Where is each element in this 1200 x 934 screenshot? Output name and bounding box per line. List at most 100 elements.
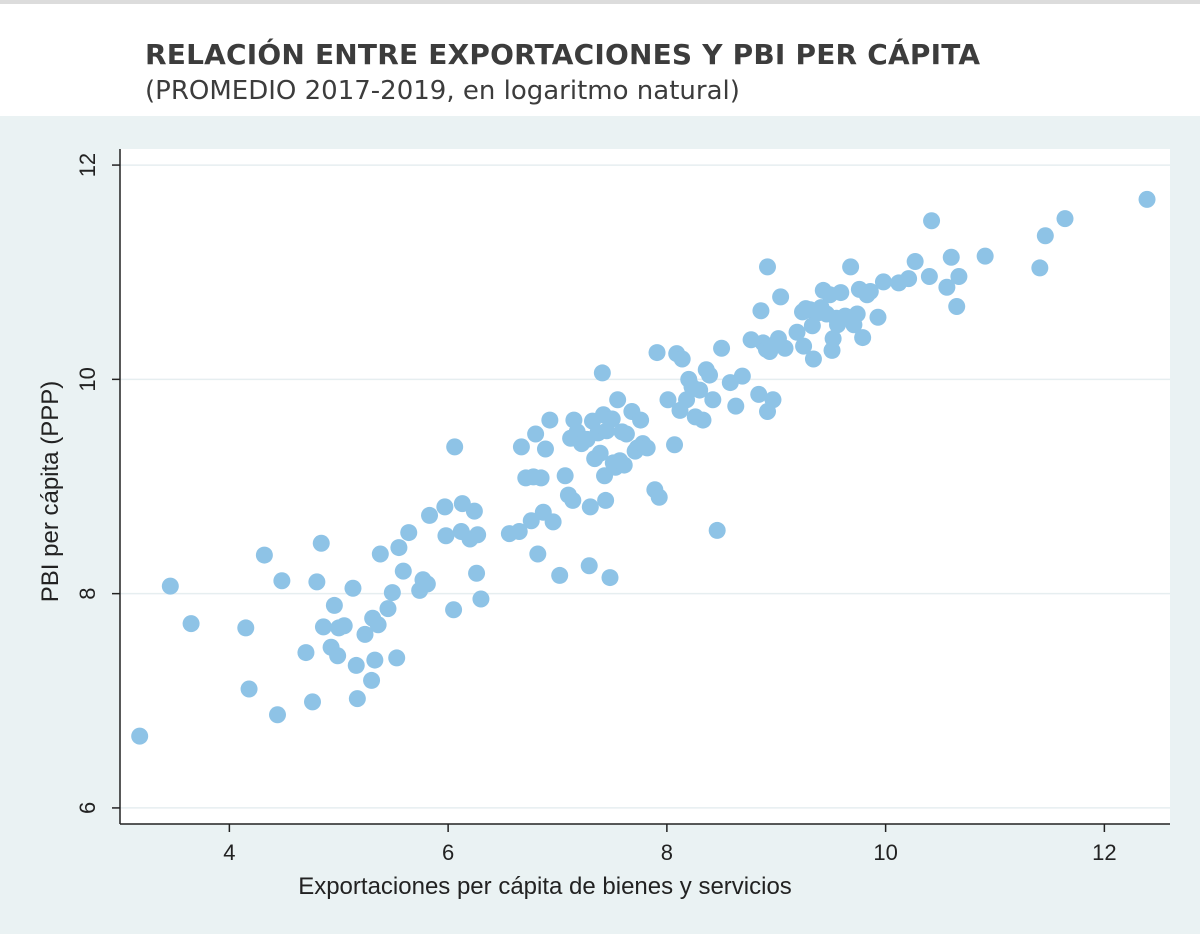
data-point [312, 534, 330, 552]
data-point [750, 385, 768, 403]
data-point [824, 330, 842, 348]
data-point [329, 647, 347, 665]
data-point [468, 564, 486, 582]
data-point [472, 590, 490, 608]
data-point [648, 344, 666, 362]
data-point [344, 579, 362, 597]
data-point [759, 258, 776, 276]
data-point [369, 616, 387, 634]
data-point [379, 600, 397, 618]
data-point [522, 512, 540, 530]
data-point [795, 337, 813, 355]
data-point [308, 573, 326, 591]
data-point [920, 268, 938, 285]
data-point [776, 339, 794, 357]
data-point [591, 444, 609, 462]
data-point [564, 491, 582, 509]
data-points [131, 190, 1156, 745]
data-point [536, 440, 554, 458]
data-point [601, 569, 619, 587]
data-point [581, 498, 599, 516]
data-point [394, 562, 412, 580]
data-point [445, 601, 463, 619]
data-point [803, 317, 821, 335]
data-point [436, 498, 454, 516]
data-point [638, 439, 656, 457]
x-tick-label: 12 [1092, 840, 1116, 865]
data-point [529, 545, 547, 563]
chart-panel: 4 6 8 10 12 6 8 10 12 Exportaciones per cápita … [0, 116, 1200, 934]
data-point [1138, 190, 1156, 208]
data-point [161, 577, 179, 595]
data-point [597, 491, 615, 509]
data-point [363, 671, 381, 689]
data-point [325, 596, 343, 614]
data-point [348, 690, 366, 708]
data-point [842, 258, 860, 276]
data-point [659, 391, 677, 409]
data-point [772, 288, 790, 306]
y-axis-title: PBI per cápita (PPP) [37, 381, 64, 602]
data-point [804, 350, 822, 368]
data-point [708, 521, 726, 539]
data-point [544, 513, 562, 531]
data-point [900, 270, 918, 288]
data-point [383, 584, 401, 602]
data-point [906, 253, 924, 270]
data-point [761, 343, 779, 360]
data-point [237, 619, 255, 637]
data-point [510, 523, 528, 540]
data-point [371, 545, 389, 563]
data-point [609, 391, 627, 409]
data-point [617, 425, 635, 443]
data-point [694, 411, 712, 429]
plot-area [120, 149, 1170, 824]
data-point [678, 391, 696, 409]
data-point [255, 546, 273, 564]
data-point [446, 438, 464, 456]
data-point [269, 706, 286, 724]
chart-title: RELACIÓN ENTRE EXPORTACIONES Y PBI PER C… [145, 38, 981, 71]
data-point [861, 283, 879, 300]
y-tick-label: 6 [75, 802, 100, 814]
data-point [304, 693, 321, 711]
data-point [854, 329, 872, 347]
data-point [603, 410, 621, 428]
y-tick-label: 8 [75, 588, 100, 600]
data-point [713, 339, 731, 357]
data-point [1031, 259, 1049, 277]
top-rule [0, 0, 1200, 4]
data-point [512, 438, 530, 456]
chart-subtitle: (PROMEDIO 2017-2019, en logaritmo natura… [145, 76, 740, 106]
data-point [727, 397, 745, 415]
data-point [752, 302, 770, 320]
x-tick-label: 8 [661, 840, 673, 865]
data-point [666, 436, 684, 454]
data-point [240, 680, 258, 698]
data-point [788, 323, 806, 341]
data-point [938, 278, 956, 296]
data-point [388, 649, 406, 667]
data-point [632, 411, 650, 429]
data-point [580, 557, 598, 575]
title-block: RELACIÓN ENTRE EXPORTACIONES Y PBI PER C… [145, 36, 1145, 108]
x-tick-label: 10 [873, 840, 897, 865]
data-point [356, 625, 374, 643]
data-point [1056, 210, 1074, 228]
data-point [950, 268, 968, 285]
data-point [1036, 227, 1054, 245]
x-ticks: 4 6 8 10 12 [223, 824, 1117, 865]
y-tick-label: 10 [75, 367, 100, 391]
data-point [764, 391, 782, 409]
data-point [733, 367, 751, 385]
data-point [691, 381, 709, 399]
data-point [874, 273, 892, 291]
data-point [832, 284, 850, 302]
data-point [347, 656, 365, 674]
data-point [437, 527, 455, 545]
data-point [556, 467, 574, 485]
data-point [418, 575, 436, 593]
data-point [650, 488, 668, 506]
data-point [848, 305, 866, 323]
x-tick-label: 6 [442, 840, 454, 865]
